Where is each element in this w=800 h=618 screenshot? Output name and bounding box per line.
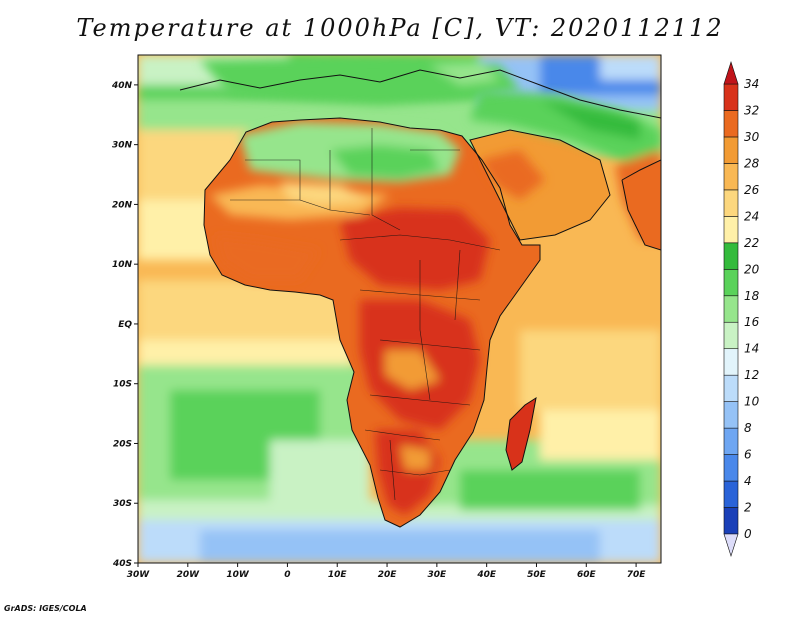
colorbar-swatch (723, 268, 739, 297)
colorbar-tick-label: 4 (744, 474, 752, 488)
lat-tick-label: 20N (112, 200, 133, 210)
colorbar-tick-label: 12 (744, 368, 759, 382)
lat-tick-label: 10S (113, 380, 132, 390)
colorbar-over-arrow (723, 61, 739, 85)
colorbar-tick-label: 30 (744, 130, 760, 144)
colorbar-swatch (723, 136, 739, 164)
lat-tick-label: 30S (113, 499, 132, 509)
lon-tick-label: 70E (627, 570, 647, 580)
colorbar-tick-label: 16 (744, 315, 760, 329)
lon-tick-label: 30E (428, 570, 448, 580)
colorbar-tick-label: 34 (744, 77, 759, 91)
colorbar-tick-label: 28 (744, 156, 760, 170)
lon-tick-label: 20W (177, 570, 201, 580)
lon-tick-label: 0 (284, 570, 290, 580)
colorbar-swatch (723, 507, 739, 535)
colorbar-tick-label: 6 (744, 448, 752, 462)
lat-tick-label: 10N (112, 260, 133, 270)
credit-text: GrADS: IGES/COLA (4, 604, 87, 613)
colorbar-swatch (723, 163, 739, 191)
colorbar-tick-label: 26 (744, 183, 760, 197)
colorbar-tick-label: 18 (744, 289, 760, 303)
colorbar-swatch (723, 83, 739, 111)
lon-tick-label: 30W (127, 570, 151, 580)
colorbar-tick-label: 10 (744, 395, 760, 409)
india-landmass (622, 160, 661, 250)
temperature-field (138, 55, 661, 563)
plot-frame (137, 54, 662, 564)
colorbar-swatch (723, 295, 739, 323)
lon-tick-label: 50E (527, 570, 547, 580)
colorbar-swatch (723, 321, 739, 350)
colorbar-swatch (723, 480, 739, 508)
colorbar-swatch (723, 110, 739, 138)
colorbar-swatch (723, 242, 739, 270)
coastlines (179, 69, 661, 528)
colorbar-tick-label: 24 (744, 209, 759, 223)
latitude-tick-labels: 40N 30N 20N 10N EQ 10S 20S 30S 40S (111, 81, 138, 569)
lon-tick-label: 60E (577, 570, 597, 580)
colorbar-tick-label: 14 (744, 342, 759, 356)
lon-tick-label: 10W (226, 570, 250, 580)
lon-tick-label: 20E (378, 570, 398, 580)
colorbar-swatch (723, 348, 739, 376)
colorbar-swatch (723, 189, 739, 217)
lon-tick-label: 10E (328, 570, 348, 580)
colorbar-tick-label: 32 (744, 103, 759, 117)
colorbar-swatch (723, 216, 739, 244)
lat-tick-label: 40S (112, 559, 132, 569)
longitude-tick-labels: 30W 20W 10W 0 10E 20E 30E 40E 50E 60E 70E (127, 563, 647, 580)
lat-tick-label: EQ (118, 320, 132, 330)
madagascar (506, 398, 536, 470)
lon-tick-label: 40E (476, 570, 497, 580)
colorbar-tick-label: 0 (744, 527, 752, 541)
chart-title: Temperature at 1000hPa [C], VT: 20201121… (76, 14, 724, 42)
lat-tick-label: 30N (112, 141, 133, 151)
colorbar-swatch (723, 401, 739, 429)
country-borders (230, 128, 501, 501)
lat-tick-label: 40N (111, 81, 133, 91)
land-temperature-shading (210, 122, 490, 515)
colorbar-swatch (723, 374, 739, 402)
colorbar-under-arrow (723, 533, 739, 557)
colorbar-swatch (723, 454, 739, 482)
colorbar-tick-label: 2 (744, 501, 752, 515)
colorbar-tick-label: 20 (744, 262, 760, 276)
colorbar-swatch (723, 427, 739, 455)
colorbar-tick-label: 22 (744, 236, 759, 250)
colorbar-tick-label: 8 (744, 421, 752, 435)
lat-tick-label: 20S (113, 439, 132, 449)
